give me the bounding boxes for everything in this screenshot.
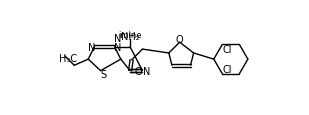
Text: NH₂: NH₂ (121, 32, 139, 42)
Text: S: S (101, 69, 107, 79)
Text: Cl: Cl (222, 65, 232, 75)
Text: N: N (88, 42, 95, 52)
Text: N: N (143, 66, 151, 76)
Text: H₃C: H₃C (59, 53, 77, 63)
Text: Cl: Cl (222, 45, 232, 55)
Text: N: N (114, 42, 121, 52)
Text: N: N (114, 33, 121, 43)
Text: O: O (176, 35, 184, 45)
Text: imine: imine (118, 31, 142, 40)
Text: O: O (134, 66, 142, 76)
